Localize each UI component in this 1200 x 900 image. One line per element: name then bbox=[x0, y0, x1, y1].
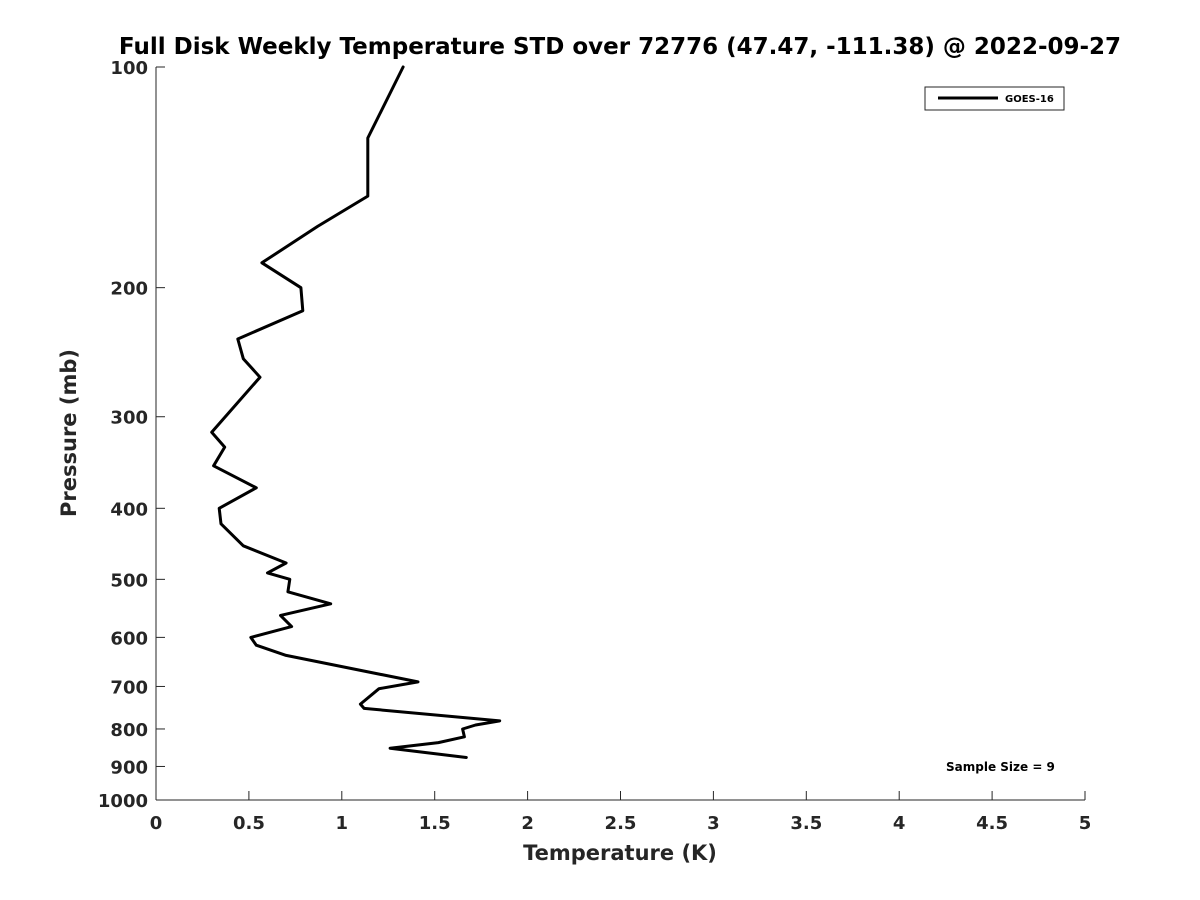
y-tick-label: 1000 bbox=[98, 791, 148, 812]
y-tick-label: 800 bbox=[110, 720, 148, 741]
x-tick-label: 2 bbox=[521, 813, 534, 834]
chart-title: Full Disk Weekly Temperature STD over 72… bbox=[119, 34, 1121, 60]
x-tick-label: 0.5 bbox=[233, 813, 265, 834]
series-line-goes-16 bbox=[210, 65, 502, 759]
x-axis-label: Temperature (K) bbox=[523, 841, 717, 865]
sample-size-annotation: Sample Size = 9 bbox=[946, 760, 1055, 774]
y-tick-label: 100 bbox=[110, 58, 148, 79]
y-axis-label: Pressure (mb) bbox=[57, 349, 81, 517]
x-tick-label: 4.5 bbox=[976, 813, 1008, 834]
legend: GOES-16 bbox=[924, 86, 1065, 111]
x-tick-label: 3.5 bbox=[790, 813, 822, 834]
x-tick-label: 1.5 bbox=[419, 813, 451, 834]
y-tick-label: 500 bbox=[110, 570, 148, 591]
x-tick-label: 0 bbox=[150, 813, 163, 834]
y-tick-label: 300 bbox=[110, 408, 148, 429]
y-tick-label: 200 bbox=[110, 279, 148, 300]
x-tick-label: 1 bbox=[336, 813, 349, 834]
y-tick-label: 900 bbox=[110, 757, 148, 778]
x-tick-label: 5 bbox=[1079, 813, 1092, 834]
y-tick-label: 600 bbox=[110, 628, 148, 649]
y-tick-label: 700 bbox=[110, 677, 148, 698]
y-ticks: 100 200 300 400 500 600 700 800 900 1000 bbox=[98, 58, 165, 812]
y-tick-label: 400 bbox=[110, 499, 148, 520]
x-ticks: 0 0.5 1 1.5 2 2.5 3 3.5 4 4.5 5 bbox=[150, 791, 1092, 834]
x-tick-label: 3 bbox=[707, 813, 720, 834]
x-tick-label: 2.5 bbox=[605, 813, 637, 834]
x-tick-label: 4 bbox=[893, 813, 906, 834]
legend-label-goes-16: GOES-16 bbox=[1005, 94, 1054, 105]
